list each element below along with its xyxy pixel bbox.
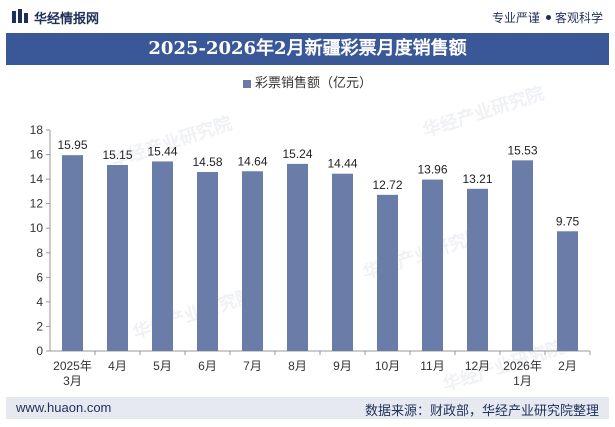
y-tick-label: 4	[36, 295, 43, 309]
data-label: 14.58	[192, 155, 222, 169]
x-tick-label: 11月	[420, 359, 444, 373]
x-tick-label: 9月	[333, 359, 352, 373]
y-tick-label: 12	[30, 197, 44, 211]
x-tick-label: 3月	[63, 374, 82, 388]
x-tick-label: 2025年	[53, 359, 92, 373]
bar	[197, 171, 218, 351]
x-tick-label: 4月	[108, 359, 127, 373]
bar	[467, 188, 488, 351]
chart-title: 2025-2026年2月新疆彩票月度销售额	[6, 33, 609, 65]
data-label: 13.96	[417, 163, 447, 177]
y-tick-label: 14	[30, 172, 44, 186]
bar	[422, 179, 443, 351]
bar	[152, 161, 173, 351]
x-tick-label: 1月	[513, 374, 532, 388]
site-url: www.huaon.com	[16, 400, 112, 415]
bar	[377, 194, 398, 351]
x-tick-label: 2月	[558, 359, 577, 373]
y-tick-label: 16	[30, 148, 44, 162]
legend-swatch	[242, 79, 251, 88]
bar	[332, 173, 353, 351]
bar	[62, 155, 83, 351]
chart-legend: 彩票销售额（亿元）	[0, 72, 615, 91]
y-tick-label: 8	[36, 246, 43, 260]
bar	[557, 231, 578, 351]
x-tick-label: 6月	[198, 359, 217, 373]
data-label: 15.95	[57, 138, 87, 152]
data-label: 15.24	[282, 147, 312, 161]
bar	[512, 160, 533, 351]
bar	[242, 171, 263, 351]
data-label: 9.75	[556, 214, 580, 228]
data-label: 12.72	[372, 178, 402, 192]
brand-name: 华经情报网	[34, 11, 100, 26]
data-source: 数据来源：财政部，华经产业研究院整理	[364, 403, 599, 418]
legend-label: 彩票销售额（亿元）	[254, 75, 372, 90]
y-tick-label: 0	[36, 344, 43, 358]
bar	[287, 163, 308, 351]
x-tick-label: 10月	[375, 359, 400, 373]
y-tick-label: 2	[36, 319, 43, 333]
bar	[107, 164, 128, 351]
tagline-left: 专业严谨	[491, 11, 540, 25]
x-tick-label: 8月	[288, 359, 307, 373]
brand-bar: 华经情报网 专业严谨 客观科学	[0, 0, 615, 32]
x-tick-label: 5月	[153, 359, 172, 373]
y-tick-label: 6	[36, 270, 43, 284]
data-label: 15.53	[507, 143, 537, 157]
y-tick-label: 18	[30, 123, 44, 137]
tagline-right: 客观科学	[554, 11, 603, 25]
data-label: 15.15	[102, 148, 132, 162]
tagline: 专业严谨 客观科学	[492, 9, 603, 26]
data-label: 14.64	[237, 154, 267, 168]
x-tick-label: 7月	[243, 359, 262, 373]
data-label: 15.44	[147, 144, 177, 158]
x-tick-label: 2026年	[503, 359, 542, 373]
data-label: 13.21	[462, 172, 492, 186]
y-tick-label: 10	[30, 221, 44, 235]
footer: www.huaon.com 数据来源：财政部，华经产业研究院整理	[6, 397, 609, 419]
logo-icon	[12, 9, 28, 23]
tagline-dot-icon	[545, 15, 551, 21]
data-label: 14.44	[327, 157, 357, 171]
x-tick-label: 12月	[465, 359, 490, 373]
